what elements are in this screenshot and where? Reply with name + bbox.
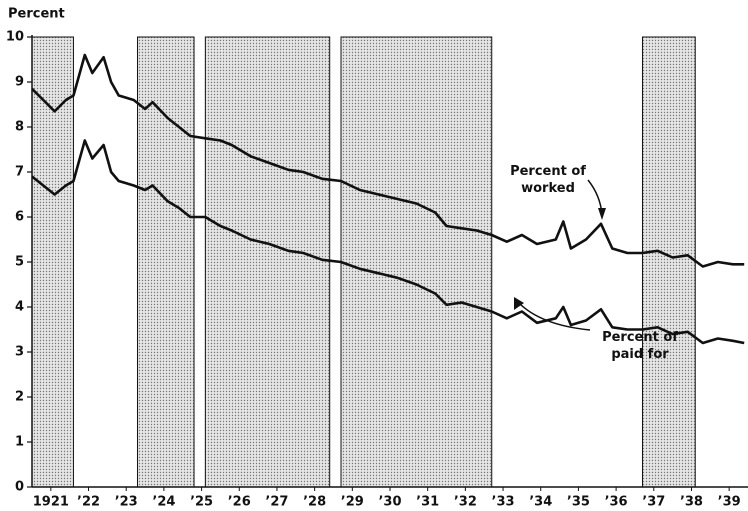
arrow-head: [514, 297, 524, 310]
series-line: [31, 139, 745, 345]
shaded-period: [641, 36, 696, 488]
y-tick-label: 1: [15, 435, 24, 450]
shaded-period: [137, 36, 195, 488]
y-axis-label: Percent: [8, 7, 65, 22]
y-tick-label: 4: [15, 300, 24, 315]
x-tick-label: ’37: [642, 495, 665, 510]
x-tick-label: ’32: [454, 495, 477, 510]
y-tick-label: 6: [15, 210, 24, 225]
x-tick-label: ’34: [529, 495, 552, 510]
y-tick-label: 9: [15, 75, 24, 90]
x-tick-label: ’35: [567, 495, 590, 510]
x-tick-label: ’38: [680, 495, 703, 510]
y-tick-label: 2: [15, 390, 24, 405]
y-tick-label: 10: [6, 30, 24, 45]
x-tick-label: ’39: [718, 495, 741, 510]
shaded-period: [340, 36, 493, 488]
x-tick-label: ’22: [77, 495, 100, 510]
x-tick-label: ’31: [416, 495, 439, 510]
shaded-period: [204, 36, 331, 488]
x-tick-label: ’25: [190, 495, 213, 510]
x-tick-label: ’23: [115, 495, 138, 510]
annotation: Percent of paid for: [602, 330, 678, 362]
arrow-head: [598, 208, 606, 220]
y-tick-label: 8: [15, 120, 24, 135]
x-tick-label: ’24: [152, 495, 175, 510]
series-line: [31, 53, 745, 268]
y-tick-label: 5: [15, 255, 24, 270]
x-tick-label: ’27: [265, 495, 288, 510]
y-tick-label: 7: [15, 165, 24, 180]
x-tick-label: ’26: [228, 495, 251, 510]
x-tick-label: ’36: [605, 495, 628, 510]
x-tick-label: ’30: [378, 495, 401, 510]
y-tick-label: 3: [15, 345, 24, 360]
x-tick-label: 1921: [33, 495, 69, 510]
shaded-period: [31, 36, 74, 488]
x-tick-label: ’29: [341, 495, 364, 510]
x-tick-label: ’33: [492, 495, 515, 510]
x-tick-label: ’28: [303, 495, 326, 510]
y-tick-label: 0: [15, 480, 24, 495]
annotation: Percent of worked: [510, 164, 586, 196]
